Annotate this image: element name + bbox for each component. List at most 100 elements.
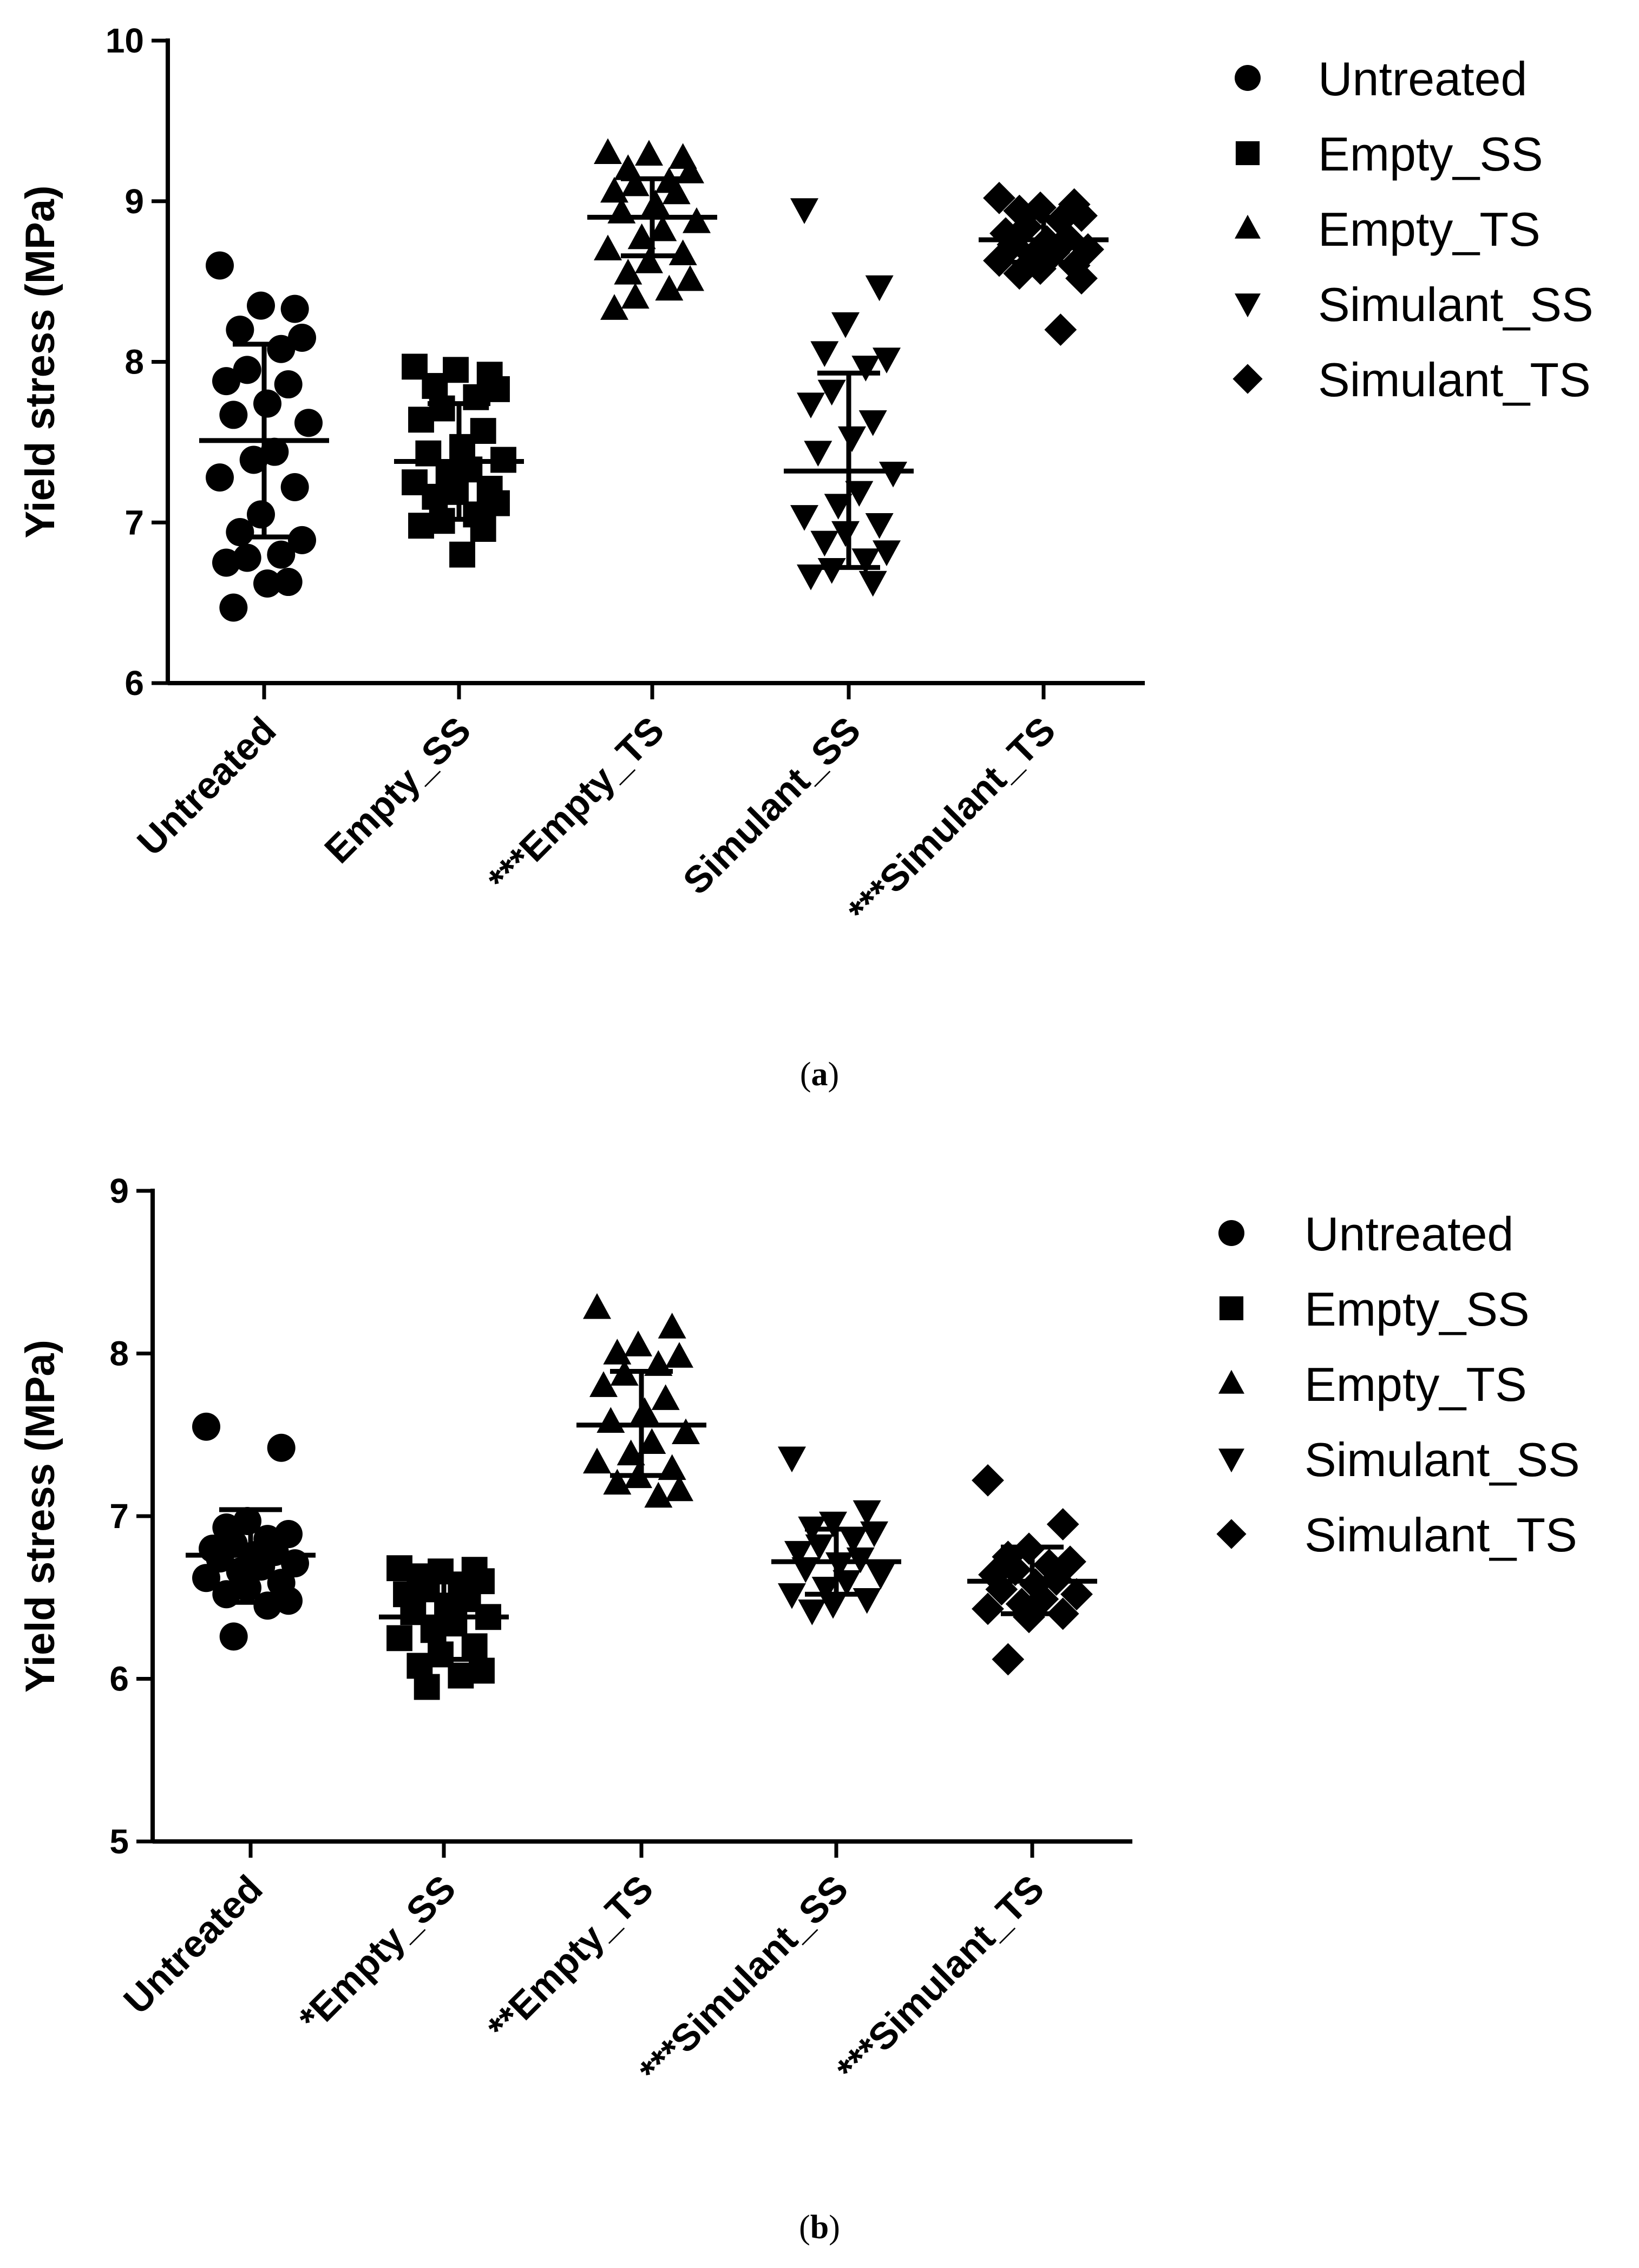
- data-point: [638, 1428, 666, 1454]
- data-point: [838, 426, 866, 453]
- data-point: [461, 1633, 488, 1660]
- data-point: [631, 1397, 659, 1423]
- data-point: [594, 138, 622, 165]
- data-point: [668, 239, 697, 265]
- data-point: [873, 540, 901, 566]
- data-point: [819, 1511, 847, 1538]
- data-point: [280, 473, 309, 501]
- data-point: [219, 1622, 248, 1651]
- series-simulant-ss: [784, 198, 914, 597]
- data-point: [662, 178, 691, 205]
- data-point: [676, 265, 704, 291]
- y-tick-label: 8: [124, 343, 144, 382]
- data-point: [1019, 1568, 1052, 1601]
- legend: Untreated Empty_SS Empty_TS Simulant_SS Simu…: [1216, 1207, 1580, 1562]
- data-point: [1026, 1583, 1059, 1616]
- data-point: [811, 1576, 840, 1603]
- data-point: [635, 247, 663, 273]
- data-point: [819, 1592, 847, 1619]
- data-point: [810, 341, 839, 367]
- data-point: [1060, 1578, 1093, 1611]
- x-tick-label: Empty_SS: [317, 709, 479, 871]
- y-tick-label: 9: [109, 1171, 129, 1210]
- y-tick-label: 5: [109, 1822, 129, 1861]
- data-point: [448, 1662, 474, 1689]
- panel-caption: (a): [800, 1056, 839, 1093]
- data-point: [422, 483, 448, 510]
- y-tick-label: 6: [109, 1660, 129, 1699]
- data-point: [212, 548, 240, 577]
- data-point: [665, 1475, 693, 1502]
- data-point: [648, 215, 677, 241]
- data-point: [624, 1330, 652, 1356]
- data-point: [655, 274, 684, 301]
- data-point: [985, 1573, 1018, 1606]
- legend-marker: [1218, 1448, 1244, 1473]
- data-point: [449, 434, 475, 460]
- data-point: [614, 258, 643, 285]
- data-point: [983, 181, 1015, 214]
- data-point: [594, 234, 622, 261]
- legend-marker: [1232, 364, 1263, 394]
- legend-marker: [1216, 1519, 1247, 1549]
- data-point: [651, 1384, 680, 1410]
- data-point: [219, 401, 248, 429]
- data-point: [212, 367, 240, 396]
- data-point: [386, 1625, 412, 1651]
- data-point: [665, 1342, 693, 1368]
- x-tick-label: Untreated: [115, 1867, 270, 2022]
- data-point: [865, 275, 894, 301]
- data-point: [1046, 1508, 1079, 1541]
- x-tick-label: ***Simulant_TS: [829, 1867, 1052, 2090]
- legend-marker: [1235, 214, 1261, 239]
- data-point: [853, 1500, 881, 1526]
- panel-caption: (b): [799, 2209, 840, 2246]
- series-simulant-ss: [771, 1446, 901, 1625]
- data-point: [239, 445, 268, 474]
- y-tick-label: 6: [124, 664, 144, 703]
- data-point: [621, 283, 650, 309]
- data-point: [600, 176, 628, 203]
- legend-label: Empty_TS: [1318, 202, 1540, 256]
- data-point: [851, 548, 880, 574]
- data-point: [797, 392, 825, 418]
- data-point: [247, 500, 275, 529]
- series-untreated: [199, 251, 329, 622]
- data-point: [408, 513, 434, 539]
- data-point: [627, 223, 656, 250]
- data-point: [817, 558, 846, 584]
- panel-caption-letter: a: [811, 1056, 828, 1093]
- data-point: [589, 1371, 618, 1397]
- data-point: [805, 1534, 834, 1561]
- data-point: [851, 356, 880, 382]
- legend-marker: [1218, 1369, 1244, 1394]
- data-point: [972, 1592, 1004, 1625]
- y-axis-label: Yield stress (MPa): [17, 186, 63, 539]
- panel-caption-letter: b: [810, 2209, 829, 2246]
- data-point: [1003, 194, 1036, 227]
- x-tick-label: Untreated: [129, 709, 284, 863]
- y-tick-label: 10: [106, 21, 144, 60]
- y-tick-label: 7: [124, 503, 144, 542]
- y-tick-label: 9: [124, 182, 144, 221]
- data-point: [288, 526, 316, 554]
- data-point: [603, 1339, 632, 1365]
- data-point: [992, 1643, 1025, 1676]
- data-point: [1013, 1601, 1045, 1634]
- data-point: [600, 294, 628, 320]
- data-point: [860, 1521, 888, 1548]
- legend-label: Simulant_TS: [1304, 1508, 1577, 1562]
- data-point: [583, 1447, 611, 1474]
- data-point: [778, 1446, 806, 1473]
- data-point: [1058, 249, 1091, 282]
- data-point: [831, 312, 860, 338]
- data-point: [824, 494, 853, 520]
- data-point: [683, 207, 711, 233]
- data-point: [1054, 1545, 1086, 1578]
- data-point: [790, 505, 818, 531]
- data-point: [274, 568, 303, 597]
- series-simulant-ts: [979, 181, 1109, 346]
- data-point: [879, 461, 907, 488]
- data-point: [280, 294, 309, 323]
